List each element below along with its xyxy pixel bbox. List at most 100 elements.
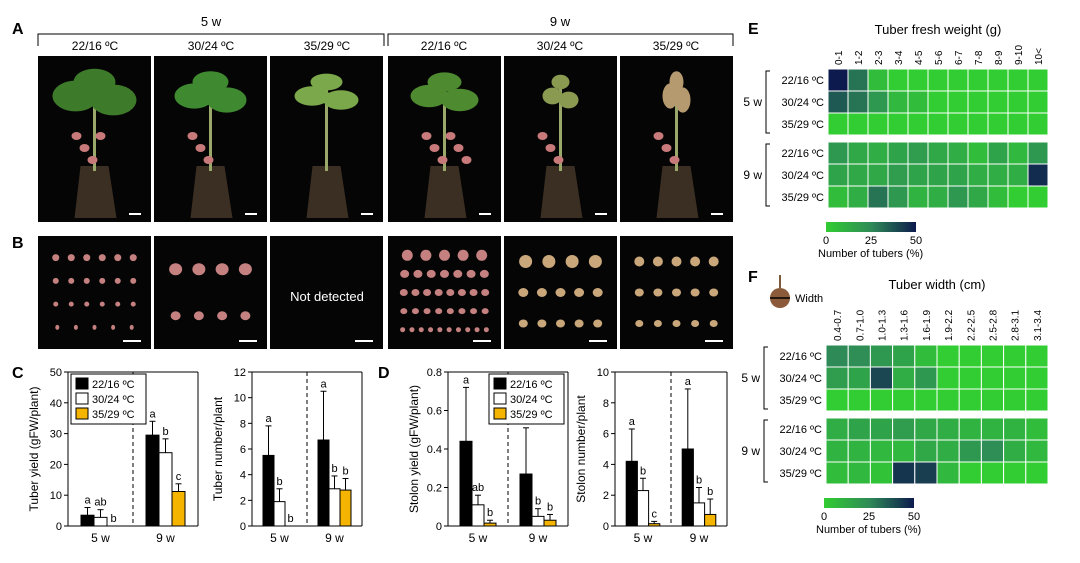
heatmap-cell: [947, 141, 969, 165]
column-label: 2-3: [874, 50, 885, 65]
tuber-shape: [193, 311, 204, 321]
heatmap-cell: [907, 185, 929, 209]
significance-letter: b: [276, 476, 282, 488]
row-group-label: 9 w: [741, 444, 760, 458]
heatmap-cell: [847, 185, 869, 209]
bar: [531, 515, 545, 527]
y-tick-label: 0.6: [427, 406, 442, 418]
bar: [519, 473, 533, 527]
heatmap-cell: [987, 112, 1009, 136]
heatmap-cell: [887, 185, 909, 209]
heatmap-cell: [958, 344, 982, 368]
heatmap-cell: [927, 163, 949, 187]
heatmap-cell: [867, 90, 889, 114]
tuber-shape: [634, 256, 645, 267]
heatmap-cell: [847, 417, 871, 441]
tuber-shape: [203, 156, 214, 164]
heatmap-cell: [1027, 90, 1049, 114]
heatmap-cell: [847, 388, 871, 412]
bar: [471, 504, 485, 527]
leaf-shape: [73, 68, 116, 96]
column-label: 1.0-1.3: [878, 309, 889, 341]
heatmap-cell: [1027, 163, 1049, 187]
width-icon-label: Width: [795, 293, 823, 305]
tuber-shape: [672, 288, 681, 297]
y-tick-label: 12: [234, 367, 246, 379]
row-label: 35/29 ºC: [779, 395, 822, 407]
tuber-shape: [588, 255, 602, 268]
heatmap-cell: [967, 68, 989, 92]
tuber-shape: [399, 289, 408, 296]
legend-label: 35/29 ºC: [510, 409, 553, 421]
significance-letter: a: [685, 376, 692, 388]
tuber-shape: [411, 308, 419, 315]
column-label: 2.5-2.8: [989, 309, 1000, 341]
tuber-shape: [440, 269, 449, 278]
group-label-5w: 5 w: [201, 14, 222, 29]
y-tick-label: 50: [50, 367, 62, 379]
heatmap-cell: [825, 366, 849, 390]
heatmap-cell: [1027, 185, 1049, 209]
legend-swatch: [75, 377, 89, 390]
row-label: 35/29 ºC: [781, 192, 824, 204]
tuber-shape: [457, 249, 469, 261]
leaf-shape: [669, 71, 684, 93]
row-label: 35/29 ºC: [779, 468, 822, 480]
tuber-shape: [481, 289, 490, 296]
panel-label-b: B: [12, 235, 24, 252]
heatmap-cell: [867, 141, 889, 165]
heatmap-cell: [1007, 141, 1029, 165]
heatmap-cell: [847, 141, 869, 165]
leaf-shape: [542, 87, 563, 105]
bar: [171, 491, 186, 527]
heatmap-cell: [967, 141, 989, 165]
significance-letter: a: [84, 495, 91, 507]
panel-label-a: A: [12, 21, 24, 38]
tuber-shape: [446, 308, 454, 315]
tuber-shape: [423, 289, 432, 296]
tuber-shape: [690, 256, 701, 267]
tuber-shape: [476, 249, 488, 261]
leaf-shape: [294, 86, 330, 106]
colorbar: [826, 222, 916, 232]
row-label: 30/24 ºC: [781, 97, 824, 109]
tuber-shape: [68, 301, 74, 307]
tuber-shape: [474, 327, 480, 333]
heatmap-cell: [958, 366, 982, 390]
tuber-shape: [114, 277, 121, 284]
leaf-shape: [427, 72, 462, 92]
colorbar: [824, 498, 914, 508]
tuber-shape: [690, 288, 700, 297]
leaf-shape: [675, 87, 691, 113]
heatmap-cell: [958, 439, 982, 463]
y-tick-label: 10: [50, 490, 62, 502]
panel-b-tuber-photos: Not detected: [38, 236, 733, 349]
tuber-shape: [238, 263, 252, 276]
significance-letter: a: [265, 413, 272, 425]
significance-letter: a: [463, 374, 470, 386]
bar: [704, 513, 717, 527]
bar: [158, 452, 173, 527]
heatmap-cell: [892, 439, 916, 463]
heatmap-cell: [967, 163, 989, 187]
tuber-shape: [428, 327, 434, 333]
tuber-shape: [672, 320, 681, 327]
tuber-shape: [536, 288, 547, 297]
column-label: 6-7: [954, 50, 965, 65]
temp-label-9w-35: 35/29 ºC: [653, 39, 700, 53]
heatmap-cell: [869, 366, 894, 390]
tuber-shape: [129, 254, 137, 262]
tuber-shape: [709, 320, 718, 327]
y-tick-label: 0: [436, 521, 442, 533]
heatmap-cell: [867, 185, 889, 209]
tuber-shape: [115, 301, 121, 307]
roots-shape: [540, 166, 583, 218]
tuber-shape: [457, 289, 466, 296]
tuber-shape: [652, 256, 663, 267]
tuber-shape: [114, 254, 122, 262]
tuber-shape: [709, 288, 719, 297]
legend-swatch: [75, 392, 89, 405]
y-tick-label: 10: [597, 367, 609, 379]
heatmap-cell: [907, 68, 929, 92]
